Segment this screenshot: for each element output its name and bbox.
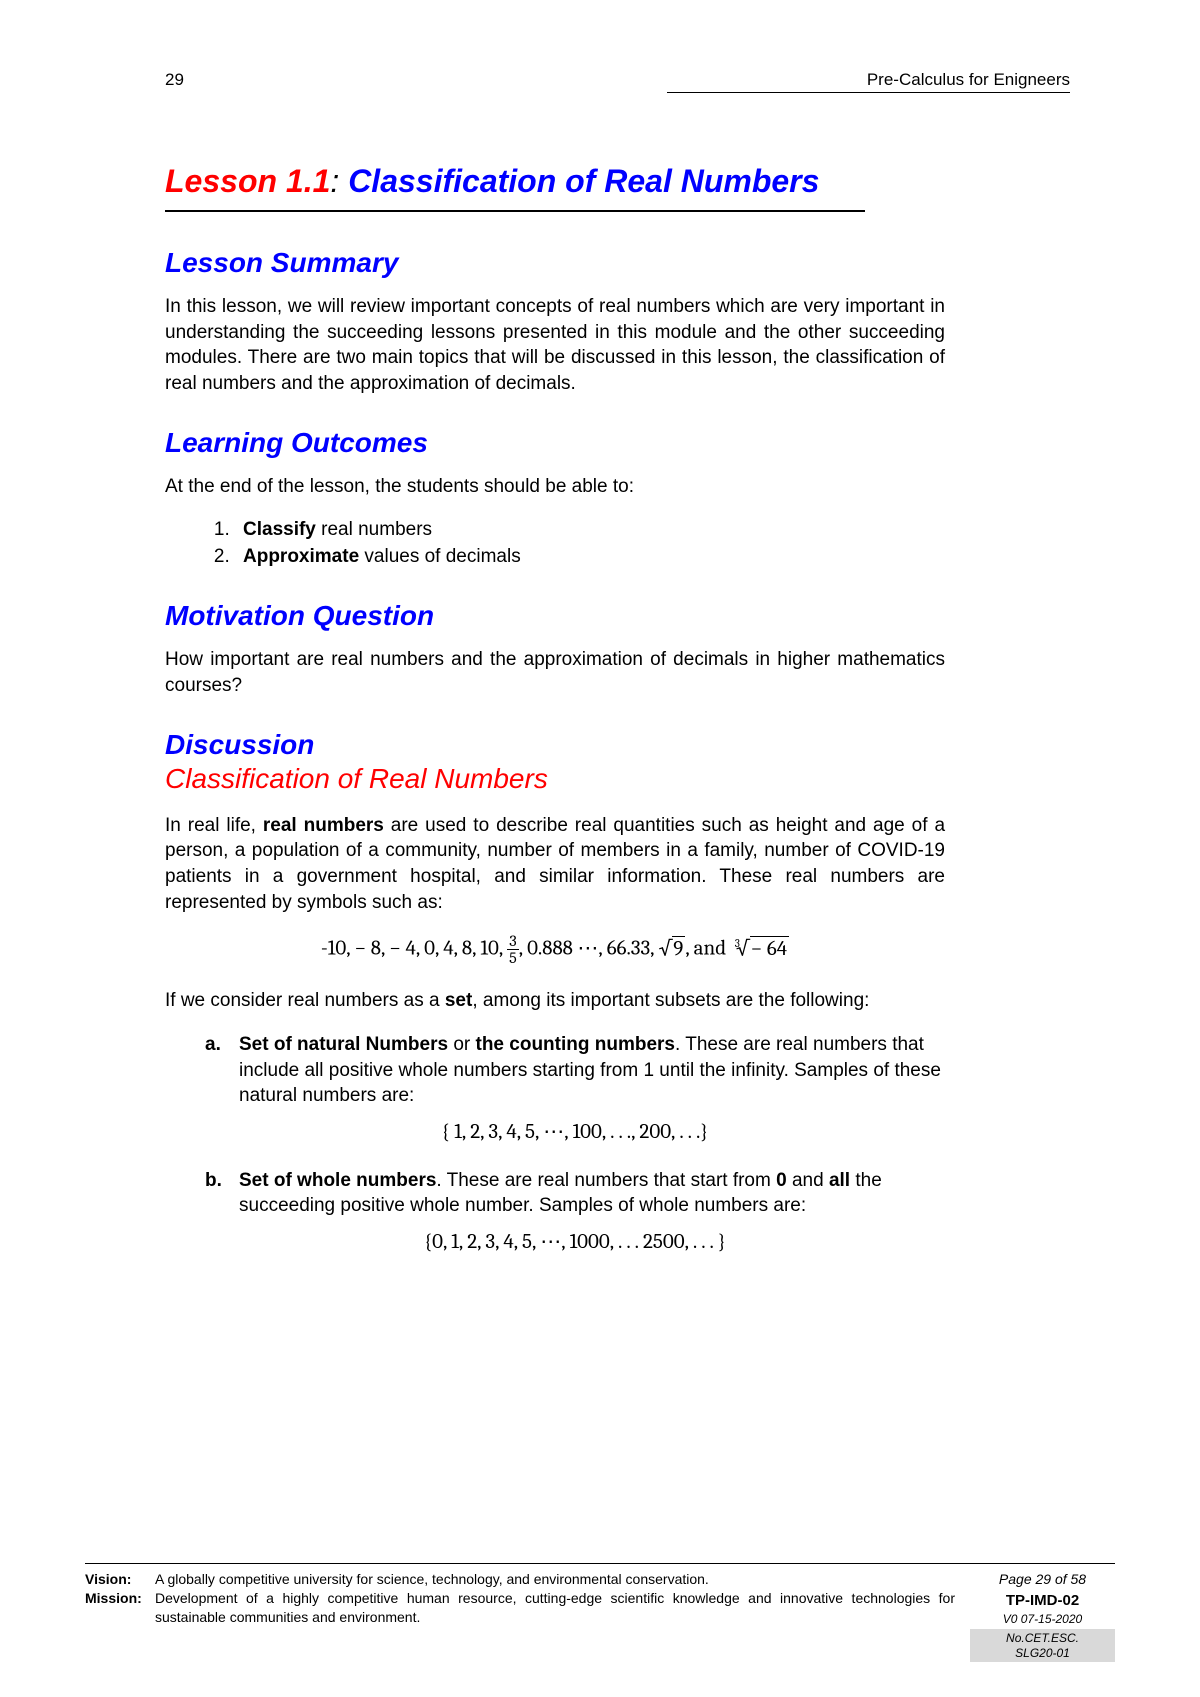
page-number-left: 29 [165, 70, 184, 90]
subset-b: b. Set of whole numbers. These are real … [205, 1168, 945, 1219]
learning-outcomes-list: Classify real numbers Approximate values… [235, 517, 1070, 570]
page-info: Page 29 of 58 [970, 1570, 1115, 1591]
natural-numbers-set-math: { 1, 2, 3, 4, 5, ⋯, 100, . . ., 200, . .… [205, 1119, 945, 1144]
cuberoot-neg64: 3√− 64 [731, 937, 789, 961]
mission-text: Development of a highly competitive huma… [155, 1589, 955, 1627]
real-numbers-examples-math: -10, − 8, − 4, 0, 4, 8, 10, 35, 0.888 ⋯,… [165, 933, 945, 966]
page-footer: Vision: A globally competitive universit… [85, 1563, 1115, 1662]
heading-learning-outcomes: Learning Outcomes [165, 427, 1070, 459]
learning-outcomes-intro: At the end of the lesson, the students s… [165, 474, 945, 500]
outcome-item: Classify real numbers [235, 517, 1070, 544]
footer-rule [85, 1563, 1115, 1564]
heading-lesson-summary: Lesson Summary [165, 247, 1070, 279]
outcome-item: Approximate values of decimals [235, 544, 1070, 571]
lesson-title: Lesson 1.1: Classification of Real Numbe… [165, 163, 1070, 200]
footer-right: Page 29 of 58 TP-IMD-02 V0 07-15-2020 No… [970, 1570, 1115, 1662]
lesson-number: Lesson 1.1 [165, 163, 330, 199]
vision-label: Vision: [85, 1570, 155, 1589]
heading-discussion: Discussion [165, 729, 1070, 761]
heading-motivation-question: Motivation Question [165, 600, 1070, 632]
course-title: Pre-Calculus for Enigneers [667, 70, 1070, 93]
discussion-subheading: Classification of Real Numbers [165, 763, 1070, 795]
title-separator: : [330, 163, 348, 199]
doc-code-3: No.CET.ESC. SLG20-01 [970, 1629, 1115, 1662]
mission-label: Mission: [85, 1589, 155, 1627]
discussion-p1: In real life, real numbers are used to d… [165, 813, 945, 916]
whole-numbers-set-math: {0, 1, 2, 3, 4, 5, ⋯, 1000, . . . 2500, … [205, 1229, 945, 1254]
footer-left: Vision: A globally competitive universit… [85, 1570, 970, 1662]
fraction-three-fifths: 35 [507, 933, 519, 966]
doc-code-1: TP-IMD-02 [970, 1591, 1115, 1611]
vision-text: A globally competitive university for sc… [155, 1570, 709, 1589]
lesson-name: Classification of Real Numbers [348, 163, 819, 199]
lesson-summary-body: In this lesson, we will review important… [165, 294, 945, 397]
subset-a: a. Set of natural Numbers or the countin… [205, 1032, 945, 1109]
doc-code-2: V0 07-15-2020 [970, 1611, 1115, 1629]
sqrt-nine: √9 [658, 937, 685, 961]
discussion-p2: If we consider real numbers as a set, am… [165, 988, 945, 1014]
page-header: 29 Pre-Calculus for Enigneers [165, 70, 1070, 93]
title-underline [165, 210, 865, 212]
motivation-body: How important are real numbers and the a… [165, 647, 945, 698]
